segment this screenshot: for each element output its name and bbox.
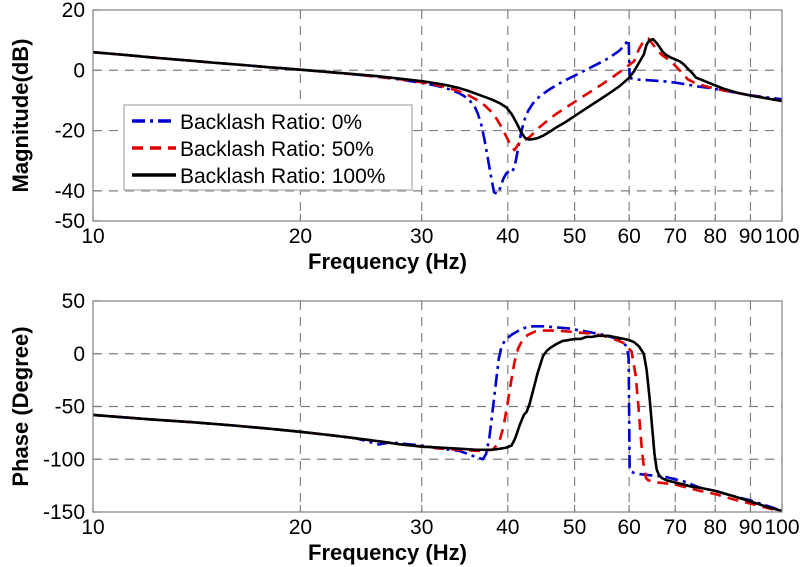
series-line-0 (93, 325, 782, 512)
y-tick-label: -100 (43, 448, 85, 471)
legend-label-1: Backlash Ratio: 50% (180, 138, 374, 161)
legend-label-2: Backlash Ratio: 100% (180, 165, 385, 188)
x-tick-label: 20 (289, 516, 312, 539)
x-tick-label: 80 (704, 516, 727, 539)
y-tick-label: -20 (55, 120, 85, 143)
y-tick-label: -50 (55, 210, 85, 233)
x-tick-label: 40 (496, 225, 519, 248)
x-tick-label: 70 (664, 516, 687, 539)
y-tick-label: 50 (62, 290, 85, 313)
x-tick-label: 50 (563, 516, 586, 539)
y-axis-title: Magnitude(dB) (8, 39, 33, 193)
x-tick-label: 10 (81, 516, 104, 539)
legend-label-0: Backlash Ratio: 0% (180, 111, 362, 134)
phase-subplot: -150 -100 -50 0 50 10 20 30 40 50 60 70 80 90 100 Frequ… (8, 290, 800, 565)
x-tick-label: 30 (410, 516, 433, 539)
y-tick-label: 20 (62, 0, 85, 22)
axis-frame (92, 9, 783, 222)
x-tick-label: 100 (764, 225, 799, 248)
y-tick-label: -150 (43, 501, 85, 524)
series-container (93, 37, 782, 196)
y-tick-label: -50 (55, 396, 85, 419)
x-tick-label: 70 (664, 225, 687, 248)
x-tick-label: 60 (617, 225, 640, 248)
x-tick-label: 60 (617, 516, 640, 539)
x-tick-label: 90 (739, 225, 762, 248)
x-tick-label: 10 (81, 225, 104, 248)
x-tick-label: 100 (764, 516, 799, 539)
x-tick-label: 50 (563, 225, 586, 248)
x-tick-label: 40 (496, 516, 519, 539)
x-tick-label: 30 (410, 225, 433, 248)
series-line-2 (93, 334, 782, 512)
x-tick-label: 90 (739, 516, 762, 539)
x-tick-label: 20 (289, 225, 312, 248)
series-container (93, 325, 782, 512)
y-tick-label: -40 (55, 180, 85, 203)
x-axis-title: Frequency (Hz) (308, 249, 467, 274)
series-line-2 (93, 37, 782, 141)
legend: Backlash Ratio: 0% Backlash Ratio: 50% Bac… (123, 104, 413, 191)
y-tick-label: 0 (73, 343, 85, 366)
magnitude-subplot: -50 -40 -20 0 20 10 20 30 40 50 60 70 80 90 100 Frequen… (8, 0, 800, 274)
y-axis-title: Phase (Degree) (8, 326, 33, 486)
x-axis-title: Frequency (Hz) (308, 540, 467, 565)
x-tick-label: 80 (704, 225, 727, 248)
y-tick-label: 0 (73, 59, 85, 82)
